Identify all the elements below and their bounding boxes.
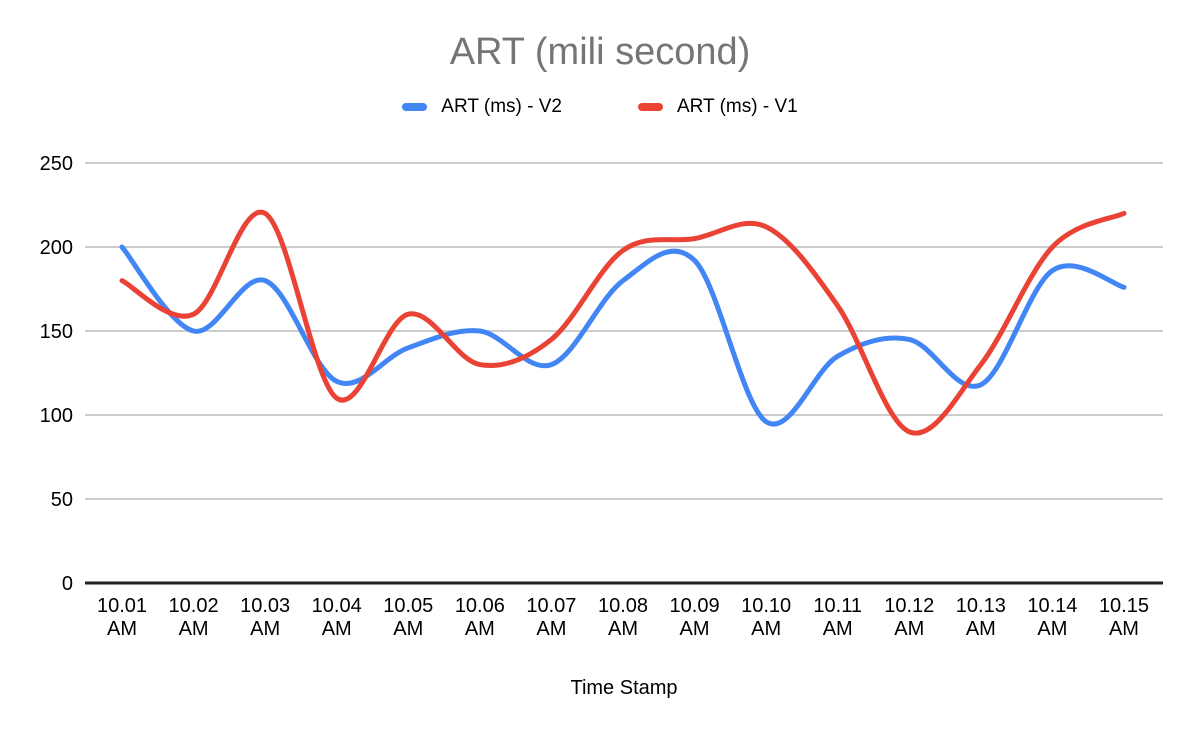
x-tick-label-time: 10.12	[884, 595, 934, 617]
y-tick-label: 100	[40, 405, 73, 427]
x-tick-label-time: 10.04	[312, 595, 362, 617]
x-tick-label-time: 10.13	[956, 595, 1006, 617]
x-tick-label-ampm: AM	[1037, 618, 1067, 640]
x-tick-label-ampm: AM	[536, 618, 566, 640]
x-tick-label-time: 10.09	[670, 595, 720, 617]
legend-swatch-v1-icon	[638, 103, 663, 111]
x-tick-label-ampm: AM	[393, 618, 423, 640]
x-tick-label-ampm: AM	[107, 618, 137, 640]
x-tick-label-time: 10.07	[526, 595, 576, 617]
legend-swatch-v2-icon	[402, 103, 428, 111]
legend-label-v1: ART (ms) - V1	[677, 96, 798, 117]
chart-title: ART (mili second)	[449, 31, 751, 73]
x-tick-label-time: 10.01	[97, 595, 147, 617]
x-tick-label-time: 10.14	[1027, 595, 1077, 617]
x-tick-label-ampm: AM	[680, 618, 710, 640]
x-tick-label-ampm: AM	[966, 618, 996, 640]
x-tick-label-ampm: AM	[1109, 618, 1139, 640]
x-tick-label-ampm: AM	[179, 618, 209, 640]
x-tick-label-ampm: AM	[823, 618, 853, 640]
y-tick-label: 200	[40, 237, 73, 259]
x-tick-label-time: 10.02	[169, 595, 219, 617]
legend: ART (ms) - V2 ART (ms) - V1	[0, 96, 1200, 118]
x-tick-label-time: 10.06	[455, 595, 505, 617]
y-tick-label: 0	[62, 573, 73, 595]
series-line-v2	[119, 244, 1127, 427]
legend-label-v2: ART (ms) - V2	[441, 96, 562, 117]
x-tick-label-time: 10.08	[598, 595, 648, 617]
y-tick-label: 150	[40, 321, 73, 343]
x-tick-label-time: 10.05	[383, 595, 433, 617]
x-tick-label-ampm: AM	[894, 618, 924, 640]
x-tick-label-time: 10.10	[741, 595, 791, 617]
series-line-v1	[119, 209, 1127, 436]
y-tick-label: 250	[40, 153, 73, 175]
legend-item-v2[interactable]: ART (ms) - V2	[402, 96, 562, 118]
x-tick-label-time: 10.03	[240, 595, 290, 617]
x-axis-title: Time Stamp	[570, 677, 678, 699]
legend-item-v1[interactable]: ART (ms) - V1	[638, 96, 798, 118]
x-tick-label-ampm: AM	[751, 618, 781, 640]
x-tick-label-time: 10.11	[813, 595, 862, 617]
x-tick-label-ampm: AM	[608, 618, 638, 640]
y-tick-label: 50	[51, 489, 73, 511]
x-tick-label-ampm: AM	[465, 618, 495, 640]
x-tick-label-time: 10.15	[1099, 595, 1149, 617]
x-tick-label-ampm: AM	[250, 618, 280, 640]
x-tick-label-ampm: AM	[322, 618, 352, 640]
